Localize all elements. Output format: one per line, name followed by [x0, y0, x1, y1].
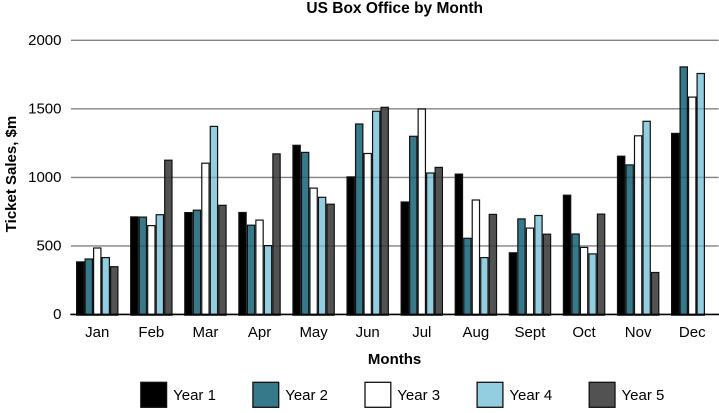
svg-text:Year 1: Year 1 — [173, 387, 216, 404]
svg-text:May: May — [299, 324, 328, 341]
svg-text:Oct: Oct — [572, 324, 596, 341]
svg-text:Ticket Sales, $m: Ticket Sales, $m — [3, 116, 20, 232]
svg-text:US Box Office by Month: US Box Office by Month — [306, 0, 483, 17]
svg-text:Year 5: Year 5 — [622, 387, 665, 404]
svg-text:Jun: Jun — [356, 324, 380, 341]
svg-text:Dec: Dec — [679, 324, 706, 341]
svg-text:Year 4: Year 4 — [509, 387, 552, 404]
svg-text:2000: 2000 — [28, 32, 61, 49]
svg-text:Sept: Sept — [515, 324, 547, 341]
svg-text:1000: 1000 — [28, 169, 61, 186]
svg-text:Aug: Aug — [463, 324, 490, 341]
svg-text:Months: Months — [368, 351, 421, 368]
svg-text:Nov: Nov — [625, 324, 652, 341]
svg-text:Year 2: Year 2 — [285, 387, 328, 404]
svg-text:Year 3: Year 3 — [397, 387, 440, 404]
svg-text:1500: 1500 — [28, 100, 61, 117]
svg-text:Jan: Jan — [85, 324, 109, 341]
svg-text:Feb: Feb — [138, 324, 164, 341]
svg-text:Mar: Mar — [193, 324, 219, 341]
svg-text:500: 500 — [36, 237, 61, 254]
svg-text:Jul: Jul — [412, 324, 431, 341]
svg-text:0: 0 — [53, 306, 61, 323]
svg-text:Apr: Apr — [248, 324, 271, 341]
